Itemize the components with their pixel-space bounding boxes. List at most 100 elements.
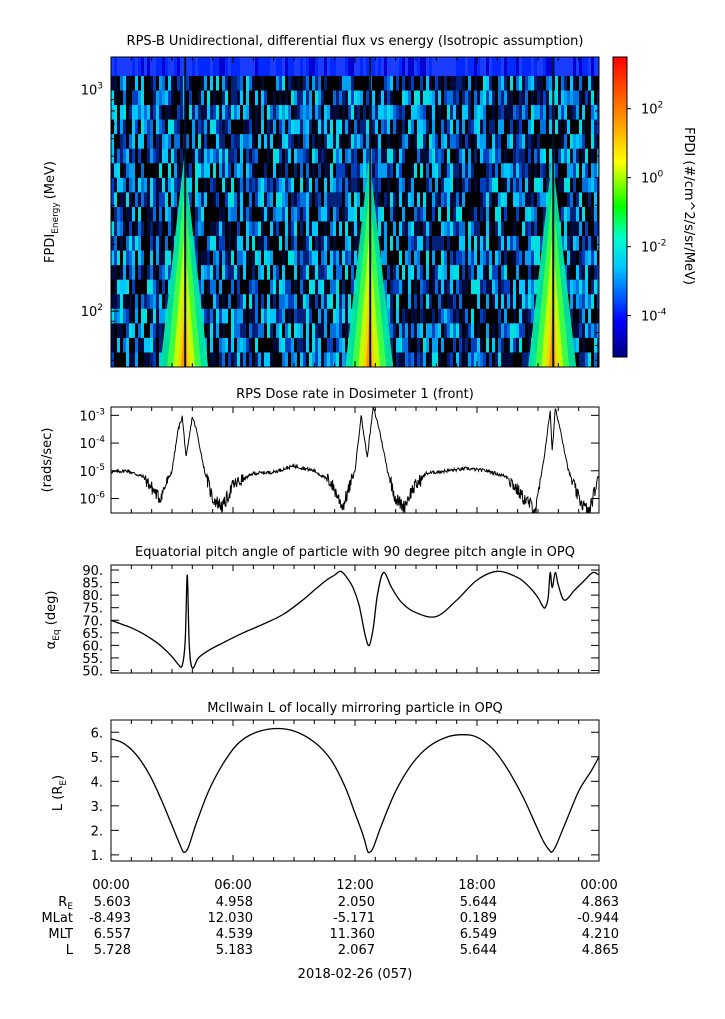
heatmap-cell	[126, 134, 129, 150]
colorbar-tick-exp: -4	[658, 308, 667, 318]
heatmap-cell	[297, 294, 300, 310]
heatmap-cell	[525, 105, 528, 121]
heatmap-cell	[564, 221, 567, 237]
heatmap-cell	[459, 134, 462, 150]
heatmap-cell	[531, 148, 534, 164]
heatmap-cell	[111, 177, 114, 193]
heatmap-cell	[576, 163, 579, 179]
dose-rate-y-tick-label-exp: -3	[96, 407, 105, 417]
heatmap-cell	[291, 279, 294, 295]
heatmap-cell	[195, 57, 198, 76]
heatmap-cell	[390, 90, 393, 106]
heatmap-cell	[363, 134, 366, 150]
heatmap-cell	[210, 294, 213, 310]
heatmap-cell	[345, 221, 348, 237]
heatmap-cell	[330, 308, 333, 324]
heatmap-cell	[231, 279, 234, 295]
heatmap-cell	[306, 192, 309, 208]
heatmap-cell	[258, 279, 261, 295]
heatmap-cell	[252, 163, 255, 179]
heatmap-cell	[435, 352, 438, 367]
heatmap-cell	[330, 221, 333, 237]
heatmap-cell	[129, 352, 132, 367]
heatmap-cell	[135, 105, 138, 121]
heatmap-cell	[429, 250, 432, 266]
heatmap-cell	[132, 177, 135, 193]
heatmap-cell	[231, 236, 234, 252]
heatmap-cell	[483, 177, 486, 193]
heatmap-cell	[483, 221, 486, 237]
heatmap-cell	[324, 337, 327, 353]
heatmap-cell	[444, 279, 447, 295]
heatmap-cell	[111, 57, 114, 76]
heatmap-cell	[525, 221, 528, 237]
heatmap-cell	[195, 148, 198, 164]
dose-rate-y-tick-label-base: 10	[79, 493, 96, 508]
heatmap-cell	[246, 294, 249, 310]
heatmap-cell	[156, 90, 159, 106]
heatmap-cell	[267, 163, 270, 179]
heatmap-cell	[423, 236, 426, 252]
heatmap-cell	[225, 352, 228, 367]
heatmap-cell	[345, 90, 348, 106]
heatmap-cell	[144, 236, 147, 252]
heatmap-cell	[144, 352, 147, 367]
heatmap-cell	[357, 163, 360, 179]
heatmap-cell	[117, 236, 120, 252]
heatmap-cell	[111, 250, 114, 266]
heatmap-cell	[318, 75, 321, 91]
heatmap-cell	[246, 323, 249, 339]
heatmap-cell	[456, 163, 459, 179]
heatmap-cell	[396, 105, 399, 121]
heatmap-cell	[573, 308, 576, 324]
heatmap-cell	[252, 119, 255, 135]
heatmap-cell	[327, 134, 330, 150]
heatmap-cell	[549, 148, 552, 164]
heatmap-cell	[165, 250, 168, 266]
heatmap-cell	[213, 294, 216, 310]
heatmap-cell	[402, 119, 405, 135]
heatmap-cell	[564, 75, 567, 91]
heatmap-cell	[213, 192, 216, 208]
heatmap-cell	[234, 163, 237, 179]
heatmap-cell	[519, 337, 522, 353]
heatmap-cell	[243, 177, 246, 193]
heatmap-cell	[138, 250, 141, 266]
heatmap-cell	[111, 352, 114, 367]
heatmap-cell	[243, 192, 246, 208]
heatmap-cell	[354, 119, 357, 135]
heatmap-cell	[462, 192, 465, 208]
heatmap-cell	[309, 221, 312, 237]
heatmap-cell	[477, 119, 480, 135]
heatmap-cell	[351, 221, 354, 237]
heatmap-cell	[111, 294, 114, 310]
heatmap-cell	[162, 177, 165, 193]
heatmap-cell	[225, 177, 228, 193]
heatmap-cell	[450, 148, 453, 164]
heatmap-cell	[441, 75, 444, 91]
heatmap-cell	[405, 148, 408, 164]
heatmap-cell	[414, 236, 417, 252]
heatmap-cell	[591, 352, 594, 367]
heatmap-cell	[483, 250, 486, 266]
heatmap-cell	[117, 323, 120, 339]
heatmap-cell	[393, 308, 396, 324]
heatmap-cell	[576, 177, 579, 193]
heatmap-cell	[135, 265, 138, 281]
heatmap-cell	[198, 134, 201, 150]
heatmap-cell	[408, 265, 411, 281]
heatmap-cell	[150, 192, 153, 208]
heatmap-cell	[294, 308, 297, 324]
heatmap-cell	[501, 75, 504, 91]
heatmap-cell	[150, 294, 153, 310]
heatmap-cell	[309, 177, 312, 193]
heatmap-cell	[516, 250, 519, 266]
heatmap-cell	[330, 57, 333, 76]
heatmap-cell	[585, 105, 588, 121]
heatmap-cell	[279, 352, 282, 367]
heatmap-cell	[528, 57, 531, 76]
heatmap-cell	[444, 294, 447, 310]
heatmap-cell	[252, 177, 255, 193]
heatmap-cell	[366, 105, 369, 121]
heatmap-cell	[510, 265, 513, 281]
